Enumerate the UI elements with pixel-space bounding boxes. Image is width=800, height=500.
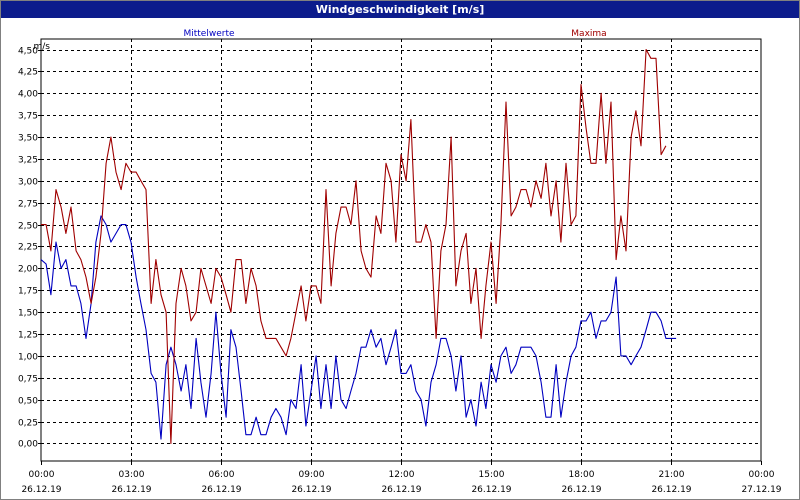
- grid-lines: [41, 39, 761, 461]
- y-tick-label: 1,75: [18, 287, 38, 297]
- y-tick-label: 4,50: [18, 47, 38, 57]
- y-tick-label: 2,50: [18, 222, 38, 232]
- series-line-maxima: [41, 48, 667, 445]
- legend-maxima: Maxima: [571, 29, 606, 39]
- y-tick-label: 3,50: [18, 134, 38, 144]
- y-tick-label: 1,00: [18, 353, 38, 363]
- x-tick-date-label: 26.12.19: [291, 485, 331, 495]
- x-tick-time-label: 00:00: [749, 470, 775, 480]
- y-axis-ticks: 0,00 0,25 0,50 0,75 1,00 1,25 1,50 1,75 2,00 2,25…: [18, 47, 41, 450]
- x-tick-date-label: 26.12.19: [471, 485, 511, 495]
- chart-labels: m/s Mittelwerte Maxima: [34, 29, 607, 52]
- legend-mittelwerte: Mittelwerte: [183, 29, 234, 39]
- series-line-mittelwerte: [40, 215, 677, 440]
- x-tick-time-label: 18:00: [569, 470, 595, 480]
- y-tick-label: 1,25: [18, 331, 38, 341]
- y-axis-unit-label: m/s: [34, 42, 51, 52]
- y-tick-label: 2,25: [18, 243, 38, 253]
- y-tick-label: 3,25: [18, 156, 38, 166]
- x-axis-ticks: 00:00 26.12.19 03:00 26.12.19 06:00 26.12.19 0…: [21, 461, 782, 495]
- y-tick-label: 2,00: [18, 265, 38, 275]
- x-tick-time-label: 03:00: [119, 470, 145, 480]
- x-tick-time-label: 09:00: [299, 470, 325, 480]
- y-tick-label: 1,50: [18, 309, 38, 319]
- y-tick-label: 0,25: [18, 419, 38, 429]
- x-tick-time-label: 00:00: [29, 470, 55, 480]
- y-tick-label: 3,75: [18, 112, 38, 122]
- y-tick-label: 4,00: [18, 90, 38, 100]
- chart-title: Windgeschwindigkeit [m/s]: [1, 1, 799, 18]
- x-tick-date-label: 26.12.19: [561, 485, 601, 495]
- x-tick-time-label: 21:00: [659, 470, 685, 480]
- y-tick-label: 2,75: [18, 200, 38, 210]
- series-lines: [40, 48, 677, 445]
- x-tick-date-label: 26.12.19: [201, 485, 241, 495]
- x-tick-date-label: 26.12.19: [651, 485, 691, 495]
- x-tick-time-label: 06:00: [209, 470, 235, 480]
- y-tick-label: 0,50: [18, 397, 38, 407]
- y-tick-label: 3,00: [18, 178, 38, 188]
- x-tick-date-label: 26.12.19: [21, 485, 61, 495]
- x-tick-time-label: 15:00: [479, 470, 505, 480]
- x-tick-date-label: 26.12.19: [381, 485, 421, 495]
- y-tick-label: 0,00: [18, 440, 38, 450]
- x-tick-date-label: 26.12.19: [111, 485, 151, 495]
- x-tick-time-label: 12:00: [389, 470, 415, 480]
- x-tick-date-label: 27.12.19: [741, 485, 781, 495]
- y-tick-label: 4,25: [18, 68, 38, 78]
- y-tick-label: 0,75: [18, 375, 38, 385]
